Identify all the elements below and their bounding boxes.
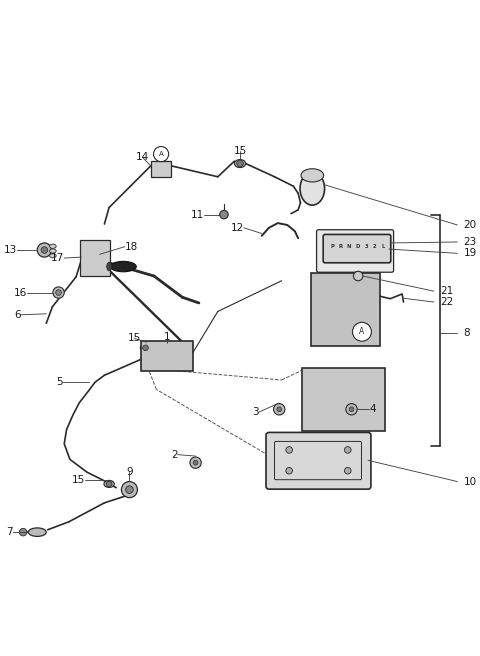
Text: 15: 15 bbox=[72, 475, 85, 485]
Circle shape bbox=[286, 468, 292, 474]
Text: R: R bbox=[338, 244, 343, 249]
FancyBboxPatch shape bbox=[323, 234, 391, 263]
Circle shape bbox=[190, 457, 201, 468]
Ellipse shape bbox=[49, 254, 56, 258]
Text: 7: 7 bbox=[7, 527, 13, 537]
Text: 19: 19 bbox=[464, 249, 477, 258]
Circle shape bbox=[121, 482, 137, 498]
Text: 16: 16 bbox=[14, 287, 27, 298]
Text: 15: 15 bbox=[128, 333, 141, 343]
Text: P: P bbox=[330, 244, 334, 249]
Text: 1: 1 bbox=[164, 331, 170, 342]
Text: 2: 2 bbox=[171, 449, 178, 460]
Text: 3: 3 bbox=[364, 244, 368, 249]
Text: L: L bbox=[382, 244, 385, 249]
FancyBboxPatch shape bbox=[141, 341, 193, 371]
Circle shape bbox=[53, 287, 64, 298]
Circle shape bbox=[352, 322, 372, 341]
Circle shape bbox=[349, 407, 354, 412]
FancyBboxPatch shape bbox=[311, 273, 380, 346]
Text: 22: 22 bbox=[440, 297, 453, 307]
Text: A: A bbox=[159, 151, 164, 157]
Ellipse shape bbox=[104, 480, 114, 487]
FancyBboxPatch shape bbox=[302, 368, 385, 432]
Text: 18: 18 bbox=[125, 241, 138, 252]
FancyBboxPatch shape bbox=[317, 230, 394, 272]
Text: 17: 17 bbox=[51, 253, 64, 263]
Circle shape bbox=[126, 486, 133, 493]
Circle shape bbox=[143, 345, 148, 351]
Circle shape bbox=[106, 481, 112, 487]
FancyBboxPatch shape bbox=[266, 432, 371, 489]
Circle shape bbox=[353, 272, 363, 281]
Ellipse shape bbox=[300, 172, 324, 205]
Text: 20: 20 bbox=[464, 220, 477, 230]
Circle shape bbox=[41, 247, 48, 253]
Text: 11: 11 bbox=[191, 209, 204, 220]
Text: 4: 4 bbox=[369, 404, 376, 415]
Text: N: N bbox=[347, 244, 351, 249]
Ellipse shape bbox=[140, 344, 151, 352]
Circle shape bbox=[345, 468, 351, 474]
Text: A: A bbox=[360, 327, 365, 337]
Circle shape bbox=[277, 407, 282, 412]
Circle shape bbox=[37, 243, 51, 257]
Ellipse shape bbox=[49, 249, 56, 253]
Text: 13: 13 bbox=[4, 245, 17, 255]
Circle shape bbox=[193, 461, 198, 465]
Text: 9: 9 bbox=[126, 467, 133, 477]
Text: 14: 14 bbox=[135, 152, 149, 162]
Text: 10: 10 bbox=[464, 477, 477, 487]
Ellipse shape bbox=[107, 262, 111, 271]
Text: 23: 23 bbox=[464, 237, 477, 247]
Polygon shape bbox=[151, 161, 171, 176]
Ellipse shape bbox=[28, 528, 46, 537]
Circle shape bbox=[154, 146, 168, 161]
Circle shape bbox=[274, 403, 285, 415]
Text: 21: 21 bbox=[440, 286, 453, 296]
Circle shape bbox=[220, 211, 228, 219]
Ellipse shape bbox=[301, 169, 324, 182]
Text: 8: 8 bbox=[464, 328, 470, 338]
Circle shape bbox=[56, 290, 61, 295]
Circle shape bbox=[237, 160, 243, 167]
FancyBboxPatch shape bbox=[80, 240, 109, 276]
Circle shape bbox=[346, 403, 357, 415]
Ellipse shape bbox=[234, 159, 246, 167]
Circle shape bbox=[286, 447, 292, 453]
Text: 12: 12 bbox=[230, 223, 244, 233]
Text: 6: 6 bbox=[14, 310, 21, 319]
Text: 15: 15 bbox=[233, 146, 247, 155]
Ellipse shape bbox=[110, 261, 136, 272]
Ellipse shape bbox=[49, 244, 56, 249]
Circle shape bbox=[345, 447, 351, 453]
Text: 2: 2 bbox=[373, 244, 376, 249]
Text: 3: 3 bbox=[252, 407, 259, 417]
Text: D: D bbox=[356, 244, 360, 249]
Text: 5: 5 bbox=[57, 377, 63, 387]
Circle shape bbox=[19, 528, 27, 536]
